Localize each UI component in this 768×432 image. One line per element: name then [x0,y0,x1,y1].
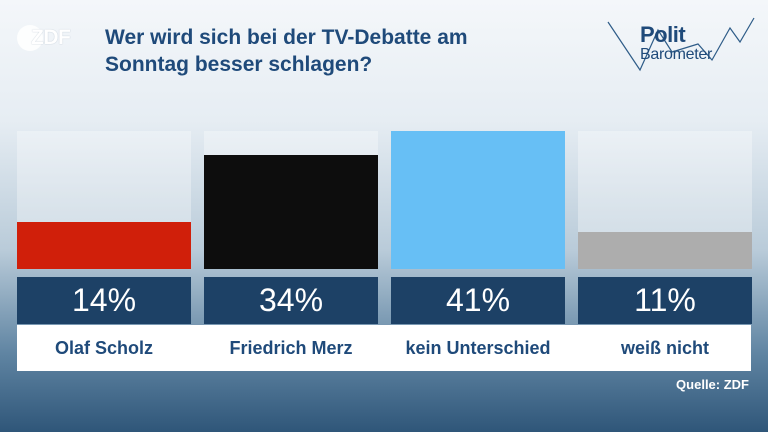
bar [204,155,378,269]
politbarometer-logo-graphic [607,17,755,72]
category-label: kein Unterschied [405,338,551,358]
zdf-logo: ZDF [17,25,81,51]
category-label: weiß nicht [620,338,709,358]
zdf-logo-circle [17,25,43,51]
bar-column: 41% [391,131,565,324]
bar-column: 14% [17,131,191,324]
chart-title-line1: Wer wird sich bei der TV-Debatte am [105,26,468,49]
politbarometer-word-barometer: Barometer [640,46,712,63]
bar [17,222,191,269]
bar-value-label: 14% [17,277,191,324]
chart-title-line2: Sonntag besser schlagen? [105,53,373,76]
source-note: Quelle: ZDF [676,377,749,392]
bar-track [578,131,752,269]
bar-value-label: 41% [391,277,565,324]
politbarometer-word-polit: Polit [640,22,686,47]
bar [391,131,565,269]
category-label-strip: Olaf Scholz Friedrich Merz kein Unterschie… [17,325,751,371]
zdf-logo-text: ZDF [31,26,71,49]
category-label: Olaf Scholz [54,338,153,358]
category-label: Friedrich Merz [229,338,353,358]
bar-track [391,131,565,269]
bar-value-label: 11% [578,277,752,324]
bar-track [17,131,191,269]
bar-column: 34% [204,131,378,324]
chart-title: Wer wird sich bei der TV-Debatte am Sonn… [105,24,565,78]
bar [578,232,752,269]
bar-track [204,131,378,269]
bar-column: 11% [578,131,752,324]
bar-value-label: 34% [204,277,378,324]
